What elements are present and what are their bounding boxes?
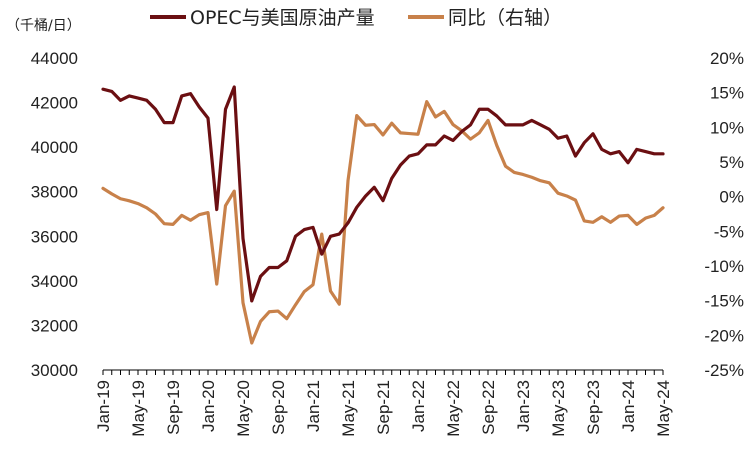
x-tick-label: May-20 [234, 380, 253, 437]
legend: OPEC与美国原油产量 同比（右轴） [150, 7, 562, 29]
x-tick-label: May-24 [654, 380, 673, 437]
x-tick-label: Sep-22 [479, 380, 498, 435]
x-tick-label: Jan-20 [199, 380, 218, 432]
y-right-tick-label: 10% [710, 118, 744, 137]
y-left-tick-label: 32000 [31, 316, 78, 335]
y-right-tick-label: -25% [704, 361, 744, 380]
y-right-tick-label: -15% [704, 292, 744, 311]
y-left-tick-label: 42000 [31, 94, 78, 113]
legend-label-opec-us: OPEC与美国原油产量 [190, 7, 375, 29]
x-tick-label: May-22 [444, 380, 463, 437]
y-right-tick-label: 15% [710, 84, 744, 103]
y-axis-left: 30000 32000 34000 36000 38000 40000 42000 44000 [31, 49, 78, 380]
x-tick-label: Sep-21 [374, 380, 393, 435]
y-right-tick-label: -10% [704, 257, 744, 276]
x-tick-label: Sep-23 [584, 380, 603, 435]
y-left-tick-label: 36000 [31, 227, 78, 246]
y-right-tick-label: -20% [704, 326, 744, 345]
series-layer [101, 85, 665, 345]
x-tick-label: Jan-23 [514, 380, 533, 432]
y-right-tick-label: 0% [719, 188, 744, 207]
x-tick-label: Jan-22 [409, 380, 428, 432]
x-axis: Jan-19 May-19 Sep-19 Jan-20 May-20 Sep-20 Jan-… [94, 369, 673, 437]
y-right-tick-label: 5% [719, 153, 744, 172]
series-line-opec-us-output [101, 85, 665, 303]
y-right-tick-label: 20% [710, 49, 744, 68]
y-left-tick-label: 34000 [31, 272, 78, 291]
y-left-tick-label: 30000 [31, 361, 78, 380]
x-tick-label: Sep-20 [269, 380, 288, 435]
series-line-yoy-change [101, 100, 665, 345]
x-tick-label: May-19 [129, 380, 148, 437]
y-right-tick-label: -5% [714, 222, 744, 241]
x-tick-label: May-21 [339, 380, 358, 437]
y-left-tick-label: 40000 [31, 138, 78, 157]
x-tick-label: Jan-19 [94, 380, 113, 432]
x-tick-label: Sep-19 [164, 380, 183, 435]
y-axis-right: -25% -20% -15% -10% -5% 0% 5% 10% 15% 20% [704, 49, 744, 380]
y-left-tick-label: 44000 [31, 49, 78, 68]
y-left-tick-label: 38000 [31, 183, 78, 202]
x-tick-label: Jan-21 [304, 380, 323, 432]
unit-label: （千桶/日） [6, 18, 81, 34]
legend-label-yoy: 同比（右轴） [448, 7, 562, 29]
x-tick-label: May-23 [549, 380, 568, 437]
x-tick-label: Jan-24 [619, 380, 638, 432]
